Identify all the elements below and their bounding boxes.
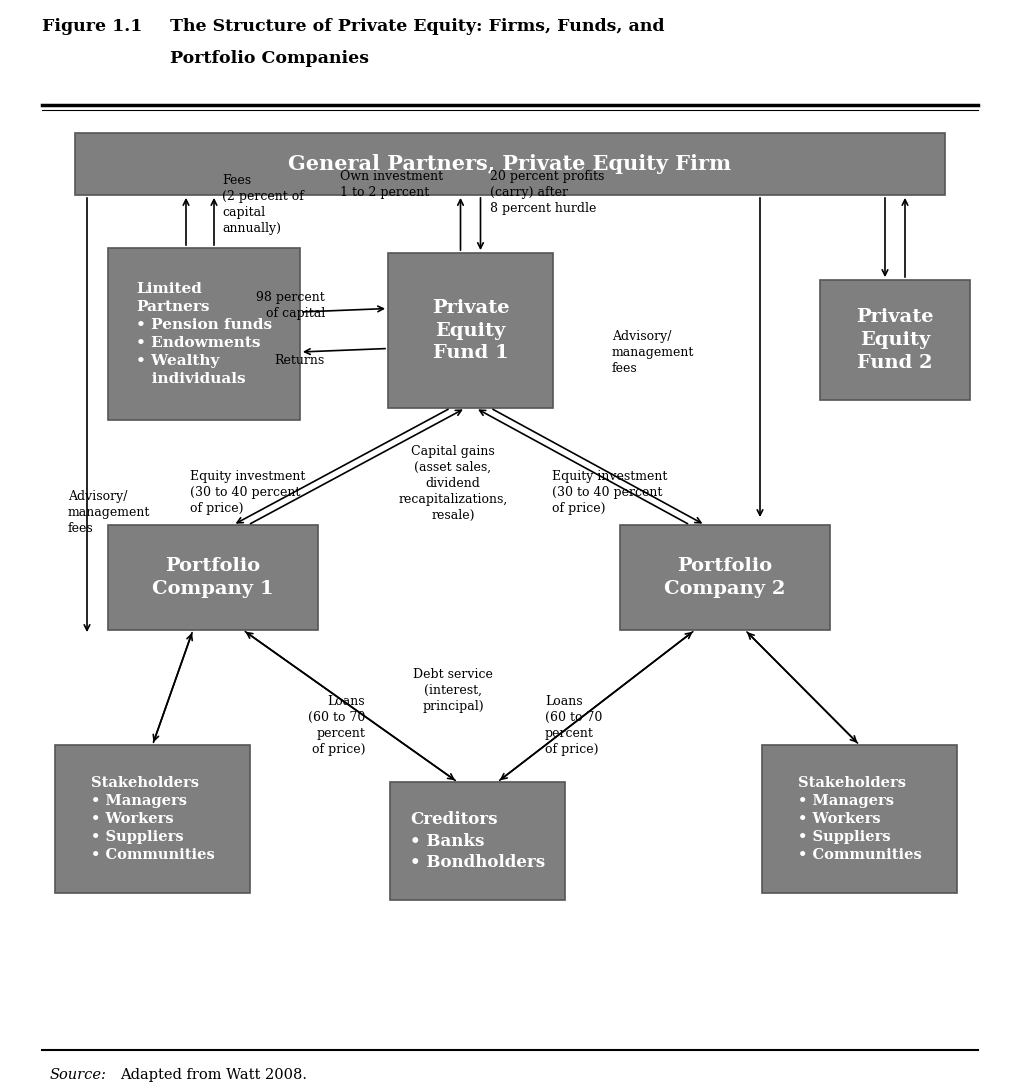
Text: Fees
(2 percent of
capital
annually): Fees (2 percent of capital annually) [222,174,304,235]
Text: Limited
Partners
• Pension funds
• Endowments
• Wealthy
   individuals: Limited Partners • Pension funds • Endow… [136,283,272,385]
Text: Adapted from Watt 2008.: Adapted from Watt 2008. [120,1068,307,1082]
Text: Stakeholders
• Managers
• Workers
• Suppliers
• Communities: Stakeholders • Managers • Workers • Supp… [91,776,214,862]
Text: Capital gains
(asset sales,
dividend
recapitalizations,
resale): Capital gains (asset sales, dividend rec… [398,446,507,522]
Bar [108,248,300,420]
Bar [819,280,969,400]
Text: Private
Equity
Fund 1: Private Equity Fund 1 [431,298,508,363]
Bar [108,525,318,630]
Text: General Partners, Private Equity Firm: General Partners, Private Equity Firm [288,154,731,174]
Text: Figure 1.1: Figure 1.1 [42,17,143,35]
Text: Portfolio
Company 2: Portfolio Company 2 [663,557,785,598]
Text: Creditors
• Banks
• Bondholders: Creditors • Banks • Bondholders [410,811,544,871]
Text: Stakeholders
• Managers
• Workers
• Suppliers
• Communities: Stakeholders • Managers • Workers • Supp… [797,776,920,862]
Text: Loans
(60 to 70
percent
of price): Loans (60 to 70 percent of price) [544,695,602,756]
Text: Advisory/
management
fees: Advisory/ management fees [611,330,694,375]
Bar [389,782,565,900]
Text: 20 percent profits
(carry) after
8 percent hurdle: 20 percent profits (carry) after 8 perce… [489,170,604,215]
Text: 98 percent
of capital: 98 percent of capital [256,290,325,320]
Text: Equity investment
(30 to 40 percent
of price): Equity investment (30 to 40 percent of p… [551,470,666,515]
Text: Debt service
(interest,
principal): Debt service (interest, principal) [413,668,492,713]
Bar [55,745,250,893]
Text: Portfolio Companies: Portfolio Companies [170,50,369,67]
Bar [761,745,956,893]
Text: Private
Equity
Fund 2: Private Equity Fund 2 [855,308,932,372]
Text: Portfolio
Company 1: Portfolio Company 1 [152,557,273,598]
Text: Loans
(60 to 70
percent
of price): Loans (60 to 70 percent of price) [308,695,365,756]
Bar [620,525,829,630]
Text: Returns: Returns [274,354,325,367]
Text: Source:: Source: [50,1068,107,1082]
Text: The Structure of Private Equity: Firms, Funds, and: The Structure of Private Equity: Firms, … [170,17,663,35]
Bar [387,253,552,408]
Text: Equity investment
(30 to 40 percent
of price): Equity investment (30 to 40 percent of p… [190,470,305,515]
Text: Advisory/
management
fees: Advisory/ management fees [68,490,150,535]
Bar [75,133,944,195]
Text: Own investment
1 to 2 percent: Own investment 1 to 2 percent [339,170,442,199]
